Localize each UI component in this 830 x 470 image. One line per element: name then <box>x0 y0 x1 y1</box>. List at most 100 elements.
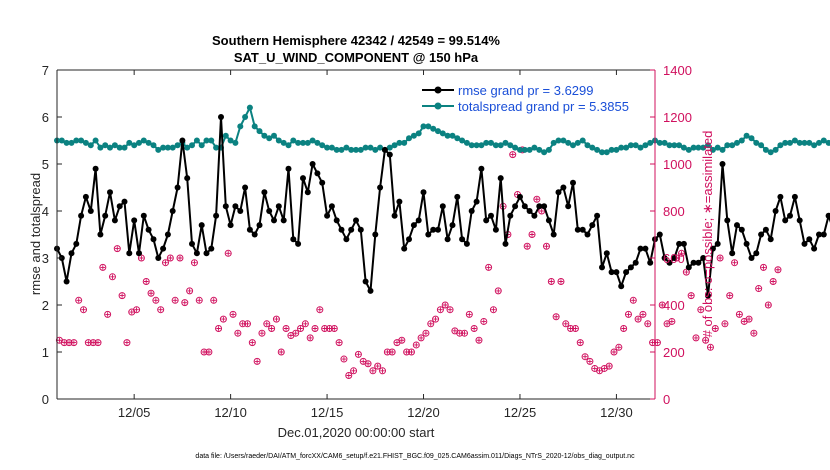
totalspread-point <box>637 144 644 151</box>
rmse-point <box>666 259 673 266</box>
rmse-point <box>820 231 827 238</box>
totalspread-point <box>164 144 171 151</box>
obs-count-point <box>243 320 251 328</box>
obs-count-assim-mark <box>269 326 274 331</box>
rmse-point <box>531 212 538 219</box>
obs-count-assim-mark <box>428 321 433 326</box>
totalspread-point <box>512 144 519 151</box>
obs-count-point <box>721 320 729 328</box>
totalspread-point <box>415 130 422 137</box>
obs-count-assim-mark <box>139 255 144 261</box>
obs-count-assim-mark <box>476 338 482 343</box>
obs-count-assim-mark <box>544 244 549 249</box>
obs-count-assim-mark <box>717 255 723 261</box>
obs-count-point <box>398 336 406 344</box>
totalspread-point <box>811 142 818 149</box>
obs-count-point <box>306 334 314 342</box>
rmse-point <box>608 269 615 276</box>
obs-count-assim-mark <box>597 368 602 373</box>
obs-count-assim-mark <box>553 314 559 319</box>
totalspread-point <box>314 139 321 146</box>
totalspread-point <box>73 137 80 144</box>
obs-count-assim-mark <box>756 286 761 291</box>
obs-count-point <box>620 325 628 332</box>
rmse-point <box>425 231 432 238</box>
totalspread-point <box>198 142 205 149</box>
obs-count-assim-mark <box>365 361 371 366</box>
obs-count-point <box>528 231 536 238</box>
rmse-point <box>454 193 461 200</box>
totalspread-point <box>237 123 244 130</box>
totalspread-point <box>401 139 408 146</box>
rmse-point <box>82 193 89 200</box>
totalspread-point <box>758 142 765 149</box>
totalspread-point <box>531 144 538 151</box>
obs-count-point <box>374 362 382 370</box>
obs-count-assim-mark <box>582 354 588 359</box>
obs-count-assim-mark <box>722 321 728 326</box>
obs-count-assim-mark <box>163 260 168 265</box>
obs-count-point <box>653 339 661 347</box>
rmse-point <box>319 179 326 186</box>
obs-count-point <box>162 259 170 267</box>
obs-count-assim-mark <box>389 349 395 355</box>
obs-count-assim-mark <box>81 307 86 312</box>
obs-count-point <box>716 254 724 262</box>
chart-title: Southern Hemisphere 42342 / 42549 = 99.5… <box>212 33 500 48</box>
obs-count-point <box>446 306 454 314</box>
rmse-point <box>333 217 340 224</box>
y-tick-label-right: 600 <box>663 251 685 266</box>
rmse-point <box>719 161 726 167</box>
rmse-point <box>304 189 311 196</box>
rmse-point <box>753 250 760 257</box>
obs-count-point <box>624 310 632 318</box>
obs-count-point <box>731 259 739 267</box>
totalspread-point <box>594 146 601 153</box>
y-tick-label-right: 200 <box>663 345 685 360</box>
totalspread-point <box>300 139 306 146</box>
y-tick-label-left: 7 <box>42 63 49 78</box>
rmse-point <box>555 189 562 196</box>
rmse-point <box>574 226 581 233</box>
rmse-point <box>685 264 692 271</box>
obs-count-assim-mark <box>110 274 115 279</box>
obs-count-assim-mark <box>775 267 781 272</box>
obs-count-assim-mark <box>341 356 347 362</box>
obs-count-point <box>379 367 387 375</box>
obs-count-point <box>407 348 415 356</box>
rmse-point <box>396 198 403 205</box>
totalspread-point <box>521 146 528 153</box>
obs-count-point <box>702 336 710 344</box>
totalspread-point <box>642 142 649 149</box>
rmse-point <box>362 278 369 285</box>
rmse-point <box>169 208 176 214</box>
totalspread-point <box>738 137 745 144</box>
y-axis-label-right: # of obs: o=possible; ∗=assimilated <box>700 131 715 338</box>
rmse-point <box>777 193 784 200</box>
totalspread-point <box>463 139 470 146</box>
rmse-point <box>189 240 195 247</box>
obs-count-assim-mark <box>172 298 178 303</box>
obs-count-point <box>629 296 637 304</box>
totalspread-point <box>777 142 784 149</box>
obs-count-point <box>774 266 782 274</box>
obs-count-point <box>330 325 338 332</box>
rmse-point <box>570 179 576 186</box>
rmse-point <box>348 226 355 233</box>
rmse-point <box>521 203 528 210</box>
obs-count-point <box>480 317 488 325</box>
rmse-point <box>463 240 470 247</box>
rmse-point <box>647 259 654 266</box>
rmse-point <box>705 292 711 299</box>
totalspread-point <box>111 142 118 149</box>
totalspread-point <box>439 130 446 137</box>
rmse-point <box>627 264 634 271</box>
obs-count-point <box>345 372 353 379</box>
rmse-point <box>459 236 466 243</box>
obs-count-point <box>571 325 579 332</box>
obs-count-assim-mark <box>645 321 650 326</box>
totalspread-point <box>584 142 591 149</box>
rmse-point <box>218 114 224 120</box>
obs-count-point <box>706 343 714 351</box>
obs-count-assim-mark <box>558 279 564 284</box>
